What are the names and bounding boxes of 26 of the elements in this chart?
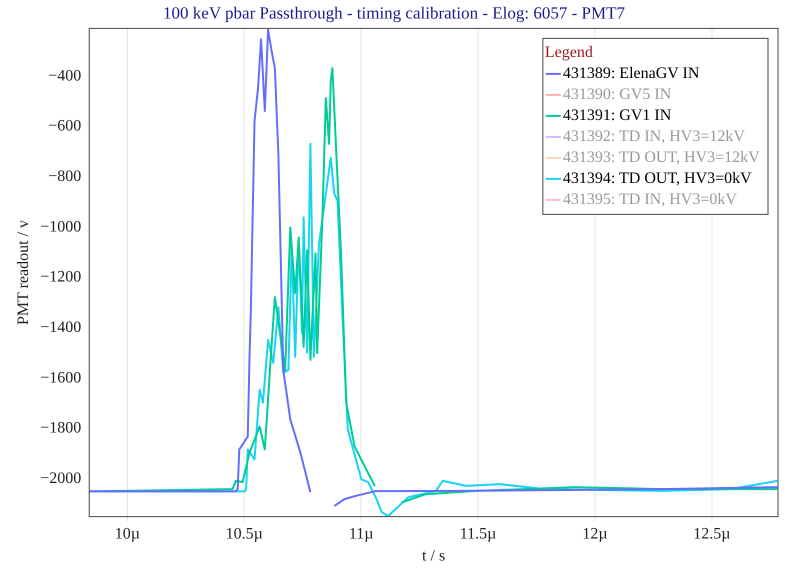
x-tick-label: 12.5µ: [693, 525, 730, 542]
legend-label: 431391: GV1 IN: [562, 107, 672, 124]
y-tick-label: −800: [48, 168, 82, 186]
y-tick-label: −400: [48, 67, 82, 84]
legend-label: 431394: TD OUT, HV3=0kV: [562, 170, 752, 188]
y-tick-label: −1000: [40, 218, 82, 236]
x-tick-label: 11µ: [348, 525, 374, 542]
legend-label: 431395: TD IN, HV3=0kV: [562, 191, 738, 208]
x-tick-label: 11.5µ: [460, 525, 496, 542]
x-tick-label: 10µ: [114, 525, 140, 542]
y-tick-label: −1800: [40, 420, 82, 437]
y-tick-label: −1200: [40, 268, 82, 286]
x-tick-label: 10.5µ: [226, 525, 263, 542]
y-tick-label: −1600: [40, 369, 82, 386]
legend-label: 431390: GV5 IN: [562, 86, 672, 104]
y-tick-label: −600: [48, 118, 82, 135]
y-tick-label: −2000: [40, 470, 82, 488]
y-tick-label: −1400: [40, 319, 82, 336]
legend-title: Legend: [544, 44, 593, 62]
legend-label: 431392: TD IN, HV3=12kV: [562, 128, 746, 146]
x-axis-title: t / s: [422, 548, 446, 565]
x-tick-label: 12µ: [582, 525, 608, 542]
chart-title: 100 keV pbar Passthrough - timing calibration - Elog: 6057 - PMT7: [163, 4, 626, 23]
y-axis-title: PMT readout / v: [14, 220, 32, 326]
legend-label: 431389: ElenaGV IN: [562, 65, 700, 82]
legend-label: 431393: TD OUT, HV3=12kV: [562, 149, 760, 166]
